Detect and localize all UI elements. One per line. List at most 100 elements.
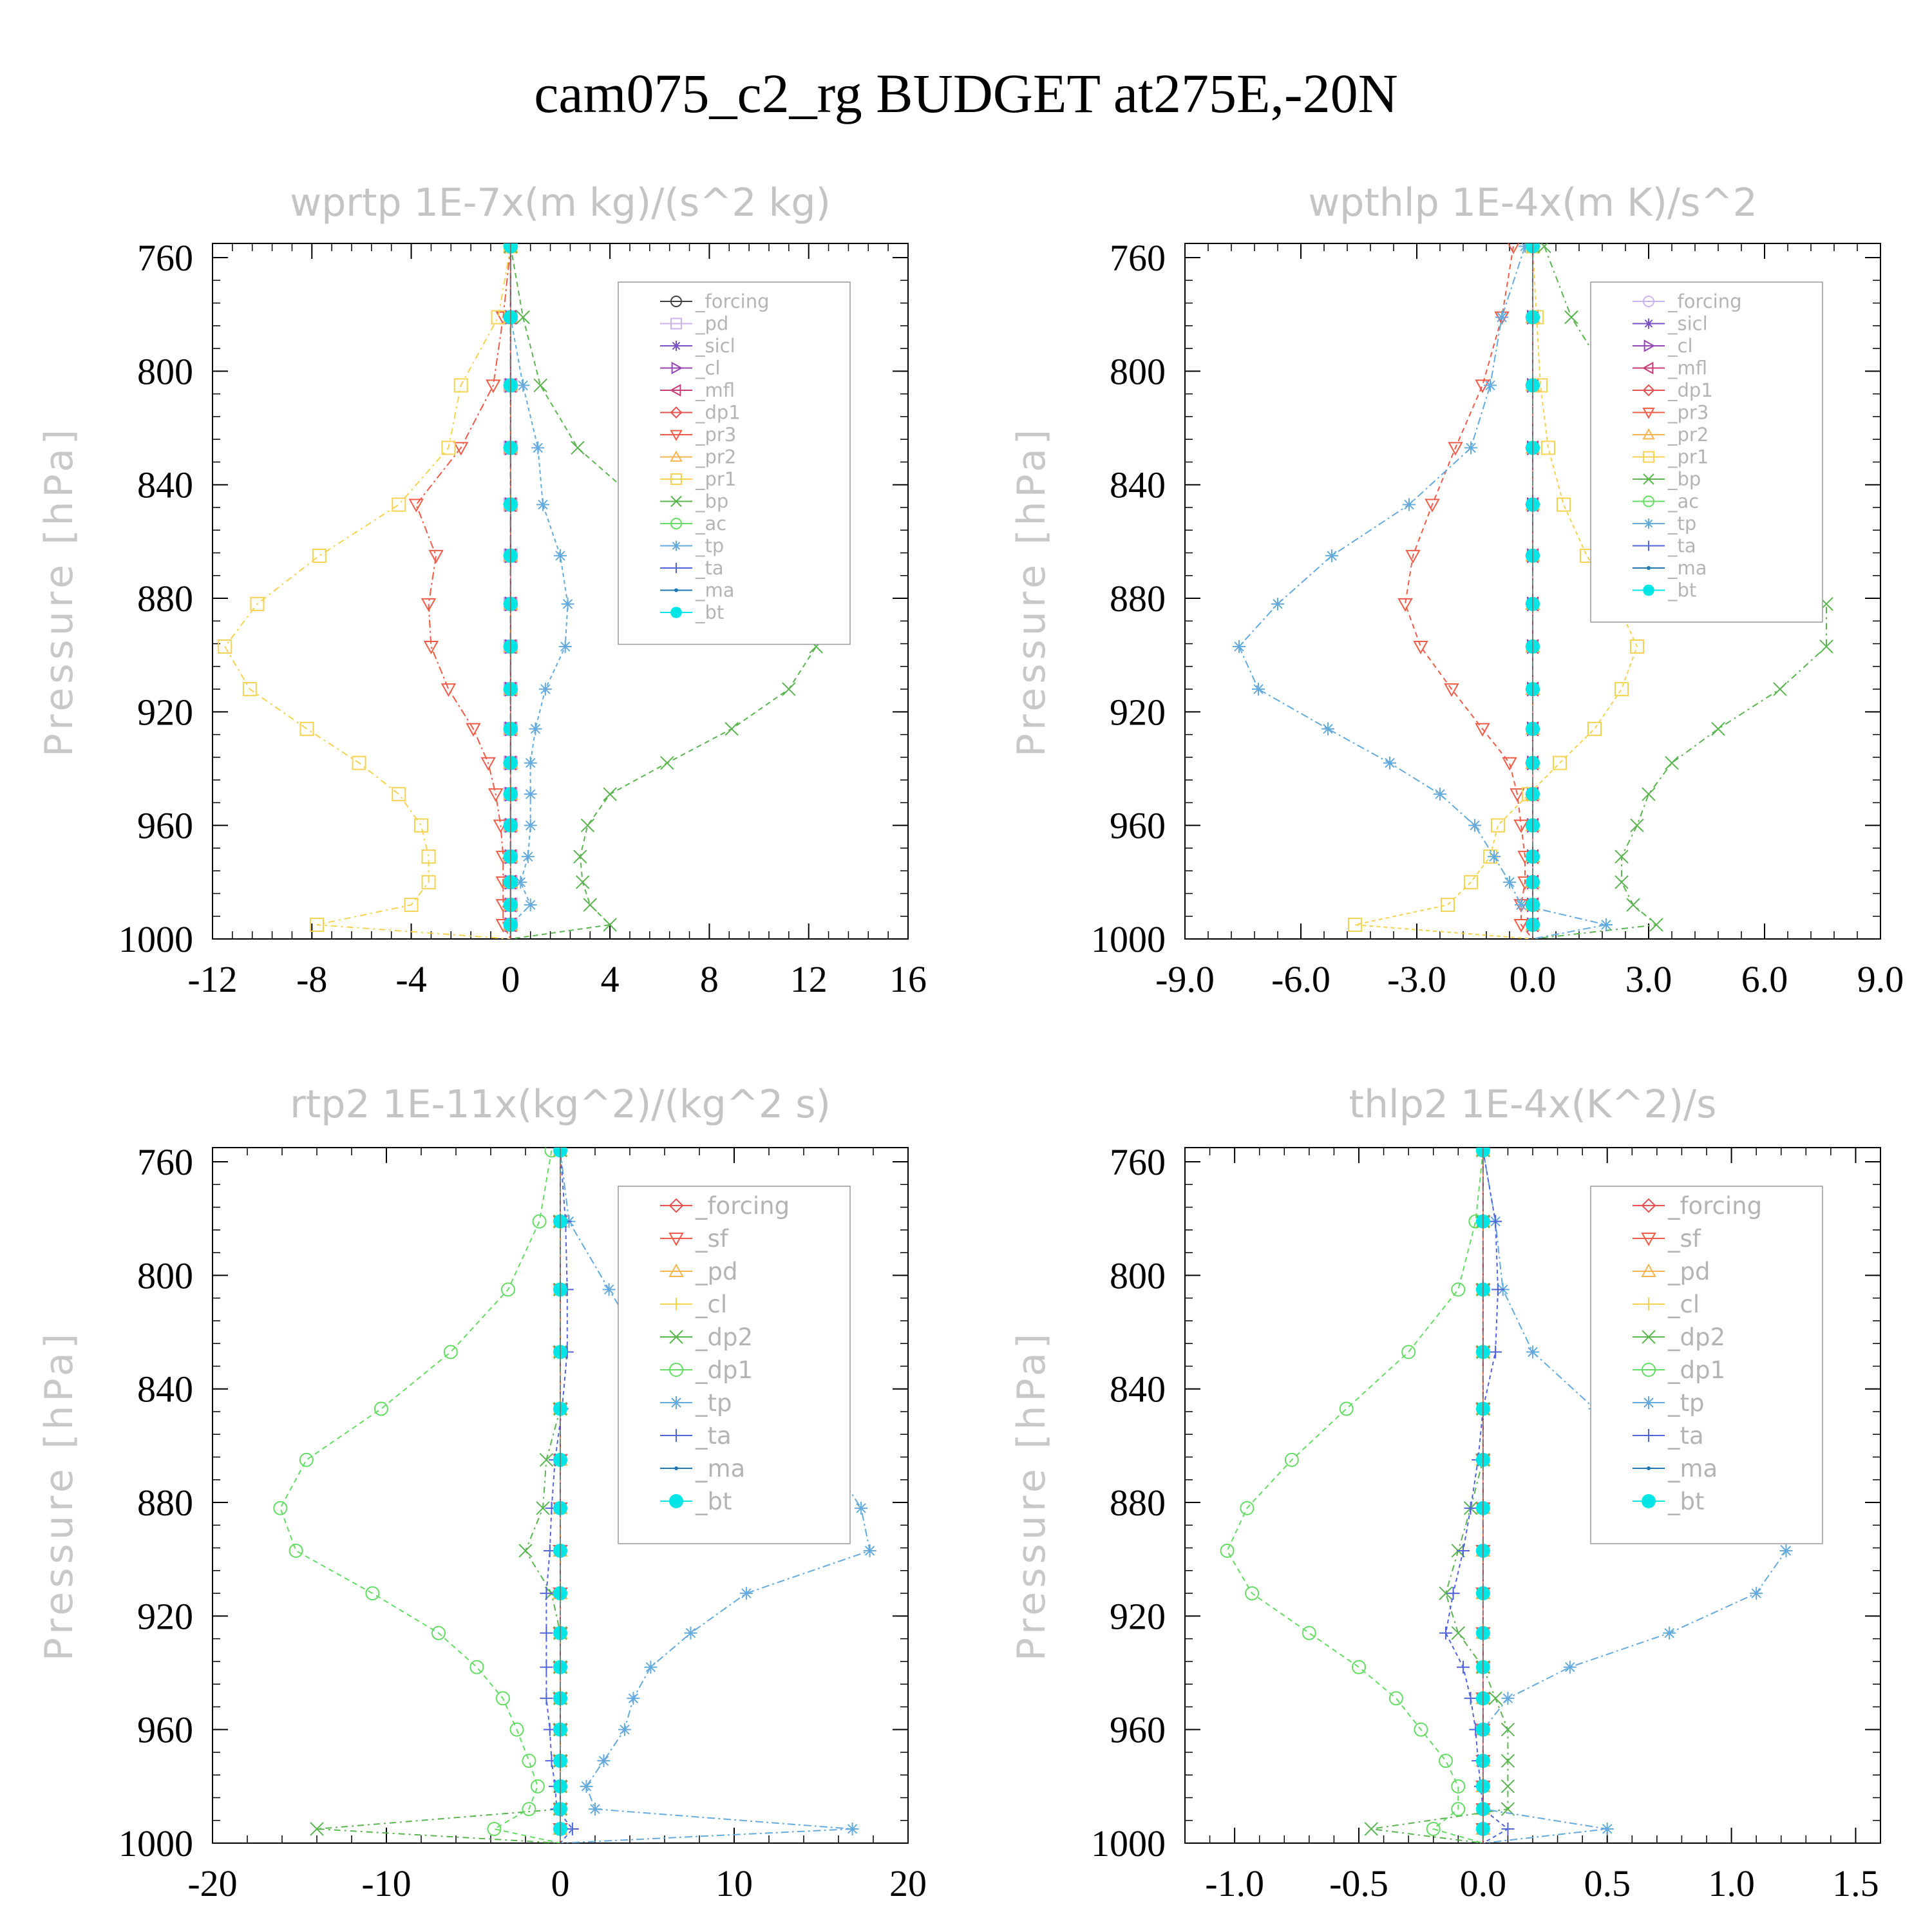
data-point — [1643, 584, 1654, 596]
data-point — [1439, 1586, 1453, 1600]
data-point — [669, 1363, 683, 1377]
data-point — [1630, 639, 1644, 654]
legend-box — [618, 1186, 851, 1544]
data-point — [1503, 875, 1516, 889]
y-tick-label: 760 — [1110, 237, 1166, 279]
data-point — [1515, 898, 1528, 912]
data-point — [846, 1822, 859, 1835]
x-tick-label: 1.0 — [1708, 1862, 1755, 1904]
series-line — [545, 1150, 574, 1843]
x-tick-label: 0.0 — [1460, 1862, 1507, 1904]
y-axis-label: Pressure [hPa] — [37, 1330, 82, 1661]
legend-label: _bt — [1667, 580, 1696, 601]
data-point — [670, 1396, 683, 1409]
data-point — [310, 1822, 324, 1836]
data-point — [531, 441, 545, 455]
data-point — [299, 1452, 314, 1467]
data-point — [1643, 451, 1654, 463]
legend-label: _ta — [695, 557, 724, 579]
data-point — [1642, 1429, 1655, 1442]
data-point — [674, 1466, 678, 1470]
data-point — [670, 450, 683, 462]
data-point — [273, 1501, 288, 1515]
data-point — [453, 378, 468, 393]
data-point — [1492, 1283, 1504, 1296]
x-tick-label: 0.5 — [1584, 1862, 1631, 1904]
data-point — [421, 875, 436, 889]
x-tick-label: 12 — [790, 958, 828, 1000]
data-point — [670, 317, 682, 330]
data-point — [1464, 1501, 1477, 1515]
data-point — [1425, 498, 1440, 513]
data-point — [1557, 497, 1571, 512]
data-point — [1489, 1345, 1502, 1359]
x-tick-label: -6.0 — [1271, 958, 1331, 1000]
data-point — [1501, 1722, 1515, 1737]
data-point — [516, 379, 530, 392]
data-point — [1457, 1544, 1470, 1557]
data-point — [670, 607, 682, 618]
data-point — [670, 430, 683, 442]
y-tick-label: 760 — [137, 237, 193, 279]
data-point — [1448, 442, 1463, 456]
data-point — [374, 1401, 388, 1416]
legend-label: _ma — [695, 1455, 745, 1482]
legend-label: _ma — [1667, 557, 1707, 579]
legend-label: _tp — [1667, 1389, 1705, 1417]
data-point — [1489, 1215, 1502, 1228]
data-point — [529, 722, 542, 735]
legend-label: _cl — [1667, 1291, 1700, 1318]
data-point — [670, 296, 682, 307]
data-point — [540, 1660, 553, 1674]
data-point — [580, 818, 595, 833]
series-dp2 — [1364, 1148, 1515, 1843]
legend-label: _pr3 — [695, 424, 736, 446]
y-axis-label: Pressure [hPa] — [1009, 1330, 1054, 1661]
legend-label: _bp — [1667, 468, 1701, 490]
data-point — [603, 918, 617, 932]
data-point — [674, 588, 678, 592]
legend-label: _dp2 — [1667, 1323, 1725, 1351]
data-point — [524, 819, 537, 832]
legend-label: _forcing — [695, 1192, 790, 1220]
x-tick-label: -20 — [187, 1862, 237, 1904]
data-point — [1468, 819, 1481, 832]
legend-label: _mfl — [695, 379, 735, 401]
legend-label: _cl — [1667, 335, 1693, 357]
legend-label: _pr1 — [695, 468, 736, 490]
data-point — [669, 1330, 683, 1344]
x-tick-label: -10 — [361, 1862, 411, 1904]
series-line — [1404, 246, 1533, 939]
data-point — [1541, 440, 1555, 455]
data-point — [670, 473, 682, 485]
legend-label: _tp — [1667, 513, 1696, 535]
y-tick-label: 800 — [1110, 350, 1166, 392]
data-point — [1434, 788, 1446, 801]
data-point — [408, 498, 424, 513]
y-tick-label: 840 — [137, 1368, 193, 1410]
x-tick-label: 0 — [501, 958, 520, 1000]
data-point — [1501, 1822, 1515, 1835]
data-point — [1321, 722, 1334, 735]
x-tick-label: -1.0 — [1205, 1862, 1264, 1904]
data-point — [1642, 428, 1655, 440]
data-point — [533, 378, 547, 393]
x-tick-label: -12 — [187, 958, 237, 1000]
data-point — [365, 1586, 380, 1601]
data-point — [1630, 818, 1644, 833]
data-point — [1647, 566, 1651, 570]
data-point — [521, 850, 535, 864]
data-point — [1245, 1586, 1260, 1601]
data-point — [561, 597, 574, 611]
data-point — [1564, 310, 1578, 325]
data-point — [1553, 755, 1567, 770]
data-point — [530, 1779, 545, 1794]
x-tick-label: 8 — [700, 958, 719, 1000]
data-point — [495, 1691, 510, 1706]
data-point — [431, 1625, 446, 1640]
data-point — [1488, 1691, 1502, 1705]
data-point — [1750, 1587, 1763, 1600]
data-point — [1464, 441, 1477, 455]
legend-label: _dp1 — [695, 402, 741, 424]
data-point — [486, 379, 501, 393]
